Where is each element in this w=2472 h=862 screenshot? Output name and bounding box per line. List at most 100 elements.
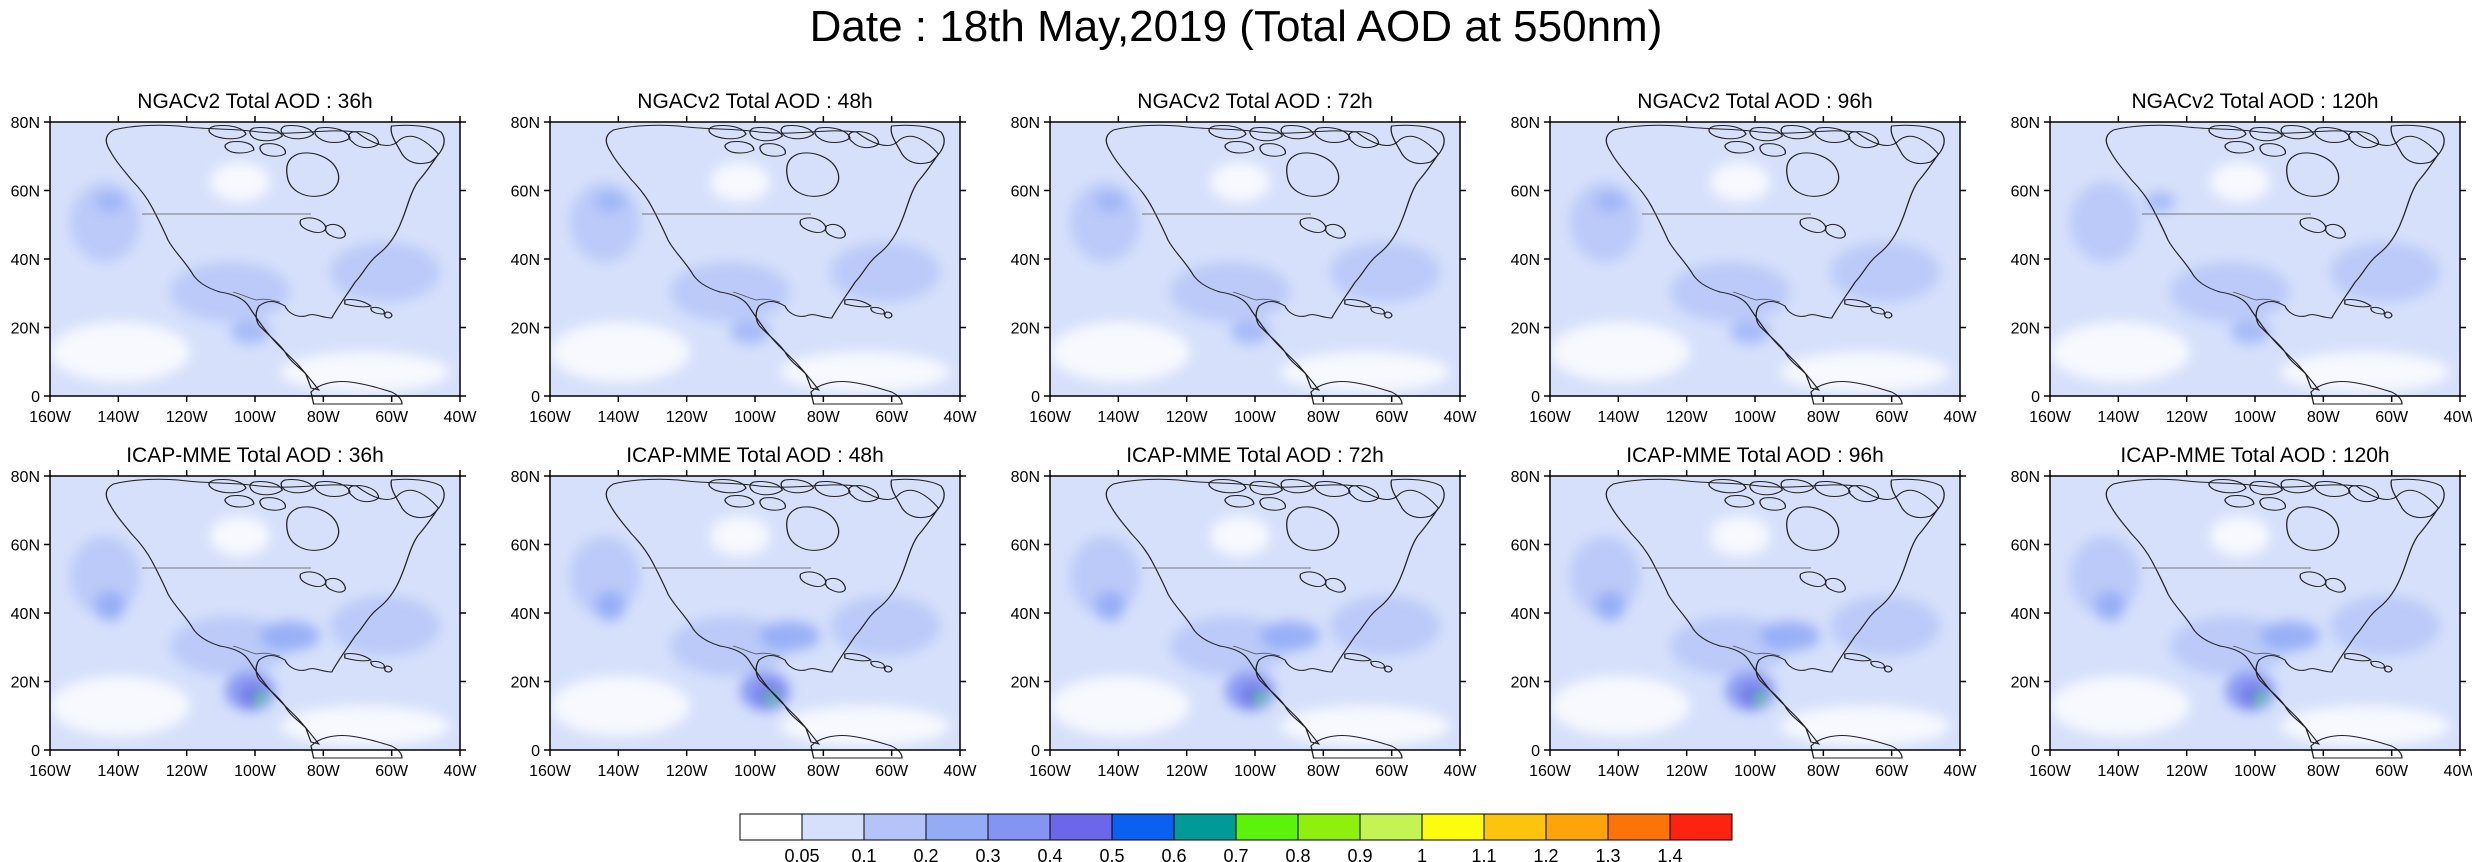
lat-tick-label: 60N: [2011, 184, 2040, 201]
aod-field: [2050, 516, 2450, 746]
lon-tick-label: 100W: [2234, 409, 2277, 426]
lon-tick-label: 100W: [234, 409, 277, 426]
colorbar-label: 1.1: [1471, 846, 1496, 862]
colorbar-swatch: [1421, 813, 1485, 841]
map-panel-1-1: NGACv2 Total AOD : 36h 80N 60N 40N 20N 0 160W 1…: [11, 90, 478, 426]
colorbar-label: 1: [1417, 846, 1427, 862]
lat-tick-label: 40N: [2011, 252, 2040, 269]
lat-tick-label: 80N: [1511, 469, 1540, 486]
lon-tick-label: 80W: [2307, 409, 2341, 426]
lon-tick-label: 100W: [1234, 409, 1277, 426]
colorbar-swatch: [1049, 813, 1113, 841]
lat-tick-label: 60N: [11, 538, 40, 555]
lon-tick-label: 40W: [944, 409, 978, 426]
figure-title: Date : 18th May,2019 (Total AOD at 550nm…: [809, 2, 1663, 51]
aod-field: [2050, 162, 2450, 392]
lat-tick-label: 40N: [11, 252, 40, 269]
lon-tick-label: 60W: [1875, 763, 1909, 780]
lon-tick-label: 120W: [2166, 409, 2209, 426]
lon-tick-label: 140W: [2097, 409, 2140, 426]
aod-field: [50, 516, 450, 746]
aod-field: [1550, 162, 1950, 392]
lon-tick-label: 160W: [1029, 763, 1072, 780]
lon-tick-label: 120W: [166, 409, 209, 426]
colorbar-label: 1.2: [1533, 846, 1558, 862]
colorbar-swatch: [987, 813, 1051, 841]
aod-field: [50, 162, 450, 392]
lon-tick-label: 100W: [1234, 763, 1277, 780]
lat-tick-label: 40N: [2011, 606, 2040, 623]
map-panel-1-4: NGACv2 Total AOD : 96h 80N 60N 40N 20N 0 160W 1…: [1511, 90, 1978, 426]
lon-tick-label: 60W: [375, 763, 409, 780]
lon-tick-label: 80W: [1807, 763, 1841, 780]
lon-tick-label: 140W: [97, 763, 140, 780]
lat-tick-label: 60N: [11, 184, 40, 201]
lon-tick-label: 100W: [734, 409, 777, 426]
colorbar-label: 0.9: [1347, 846, 1372, 862]
lat-tick-label: 0: [31, 743, 40, 760]
colorbar-swatch: [801, 813, 865, 841]
lat-tick-label: 0: [1531, 743, 1540, 760]
lon-tick-label: 160W: [529, 763, 572, 780]
panel-title: NGACv2 Total AOD : 48h: [637, 90, 872, 113]
lat-tick-label: 40N: [11, 606, 40, 623]
lon-tick-label: 160W: [1529, 409, 1572, 426]
lat-tick-label: 80N: [11, 469, 40, 486]
lon-tick-label: 40W: [1444, 409, 1478, 426]
colorbar-swatch: [1297, 813, 1361, 841]
lon-tick-label: 60W: [375, 409, 409, 426]
lat-tick-label: 0: [531, 743, 540, 760]
lat-tick-label: 20N: [1011, 675, 1040, 692]
lon-tick-label: 100W: [1734, 763, 1777, 780]
colorbar-swatch: [863, 813, 927, 841]
lon-tick-label: 80W: [807, 409, 841, 426]
lon-tick-label: 60W: [1875, 409, 1909, 426]
panel-title: NGACv2 Total AOD : 36h: [137, 90, 372, 113]
colorbar-swatch: [1111, 813, 1175, 841]
lon-tick-label: 140W: [1097, 409, 1140, 426]
lon-tick-label: 140W: [1597, 409, 1640, 426]
lon-tick-label: 100W: [1734, 409, 1777, 426]
colorbar-label: 0.8: [1285, 846, 1310, 862]
lat-tick-label: 60N: [2011, 538, 2040, 555]
lon-tick-label: 40W: [944, 763, 978, 780]
map-panel-1-2: NGACv2 Total AOD : 48h 80N 60N 40N 20N 0 160W 1…: [511, 90, 978, 426]
lon-tick-label: 140W: [597, 763, 640, 780]
lon-tick-label: 120W: [1166, 763, 1209, 780]
colorbar-label: 0.7: [1223, 846, 1248, 862]
lon-tick-label: 60W: [2375, 409, 2409, 426]
colorbar: 0.05 0.1 0.2 0.3 0.4 0.5 0.6 0.7 0.8 0.9 1 1.1 1.2 1.…: [739, 813, 1733, 862]
lon-tick-label: 140W: [2097, 763, 2140, 780]
lat-tick-label: 40N: [511, 606, 540, 623]
panel-title: NGACv2 Total AOD : 120h: [2131, 90, 2378, 113]
lat-tick-label: 80N: [2011, 115, 2040, 132]
lon-tick-label: 120W: [1666, 409, 1709, 426]
colorbar-label: 0.5: [1099, 846, 1124, 862]
lon-tick-label: 40W: [1944, 409, 1978, 426]
lon-tick-label: 160W: [529, 409, 572, 426]
lat-tick-label: 20N: [1011, 321, 1040, 338]
panel-title: NGACv2 Total AOD : 72h: [1137, 90, 1372, 113]
lat-tick-label: 80N: [511, 469, 540, 486]
colorbar-swatch: [1607, 813, 1671, 841]
aod-field: [1050, 162, 1450, 392]
map-panel-2-1: ICAP-MME Total AOD : 36h 80N 60N 40N 20N 0 160…: [11, 444, 478, 780]
lat-tick-label: 20N: [11, 675, 40, 692]
lon-tick-label: 80W: [307, 409, 341, 426]
lon-tick-label: 120W: [166, 763, 209, 780]
map-panel-2-4: ICAP-MME Total AOD : 96h 80N 60N 40N 20N 0 160…: [1511, 444, 1978, 780]
lon-tick-label: 80W: [307, 763, 341, 780]
colorbar-swatch: [1545, 813, 1609, 841]
aod-field: [1050, 516, 1450, 746]
colorbar-label: 1.4: [1657, 846, 1682, 862]
colorbar-swatch: [739, 813, 803, 841]
lon-tick-label: 60W: [1375, 763, 1409, 780]
map-panel-2-3: ICAP-MME Total AOD : 72h 80N 60N 40N 20N 0 160…: [1011, 444, 1478, 780]
lat-tick-label: 0: [2031, 389, 2040, 406]
lon-tick-label: 140W: [597, 409, 640, 426]
colorbar-label: 0.2: [913, 846, 938, 862]
lon-tick-label: 80W: [2307, 763, 2341, 780]
lat-tick-label: 20N: [2011, 321, 2040, 338]
lat-tick-label: 80N: [1011, 469, 1040, 486]
